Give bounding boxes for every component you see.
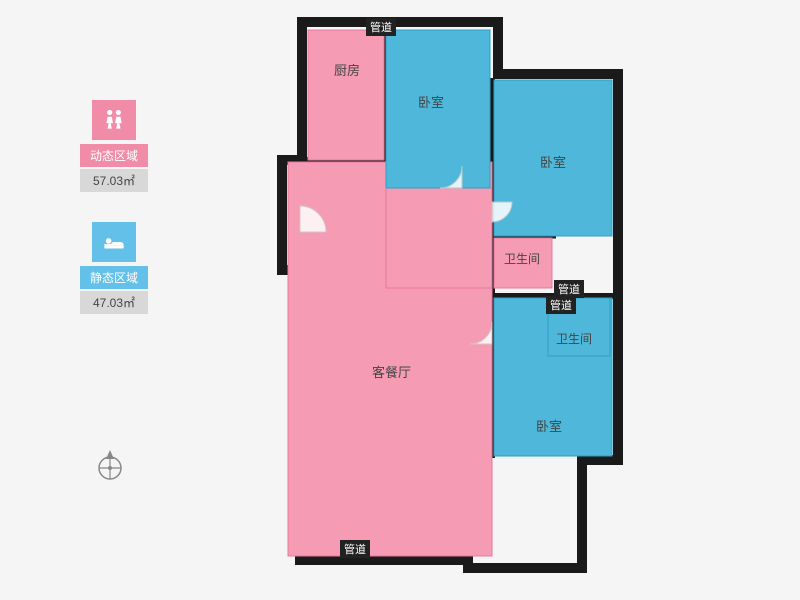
- duct-label-3: 管道: [546, 296, 576, 314]
- legend-static-label: 静态区域: [80, 266, 148, 289]
- legend-dynamic-label: 动态区域: [80, 144, 148, 167]
- label-bed3: 卧室: [536, 416, 562, 435]
- duct-label-4: 管道: [340, 540, 370, 558]
- label-bed1: 卧室: [418, 92, 444, 111]
- legend: 动态区域 57.03㎡ 静态区域 47.03㎡: [80, 100, 148, 344]
- sleep-icon: [92, 222, 136, 262]
- label-bath2: 卫生间: [556, 330, 592, 347]
- label-bed2: 卧室: [540, 152, 566, 171]
- room-living-ext: [386, 188, 492, 288]
- room-kitchen: [308, 30, 384, 160]
- legend-dynamic-value: 57.03㎡: [80, 169, 148, 192]
- label-living: 客餐厅: [372, 362, 411, 381]
- legend-static: 静态区域 47.03㎡: [80, 222, 148, 314]
- duct-label-1: 管道: [366, 18, 396, 36]
- legend-static-value: 47.03㎡: [80, 291, 148, 314]
- label-bath1: 卫生间: [504, 250, 540, 267]
- legend-dynamic: 动态区域 57.03㎡: [80, 100, 148, 192]
- compass-icon: [92, 448, 128, 484]
- people-icon: [92, 100, 136, 140]
- label-kitchen: 厨房: [334, 60, 360, 79]
